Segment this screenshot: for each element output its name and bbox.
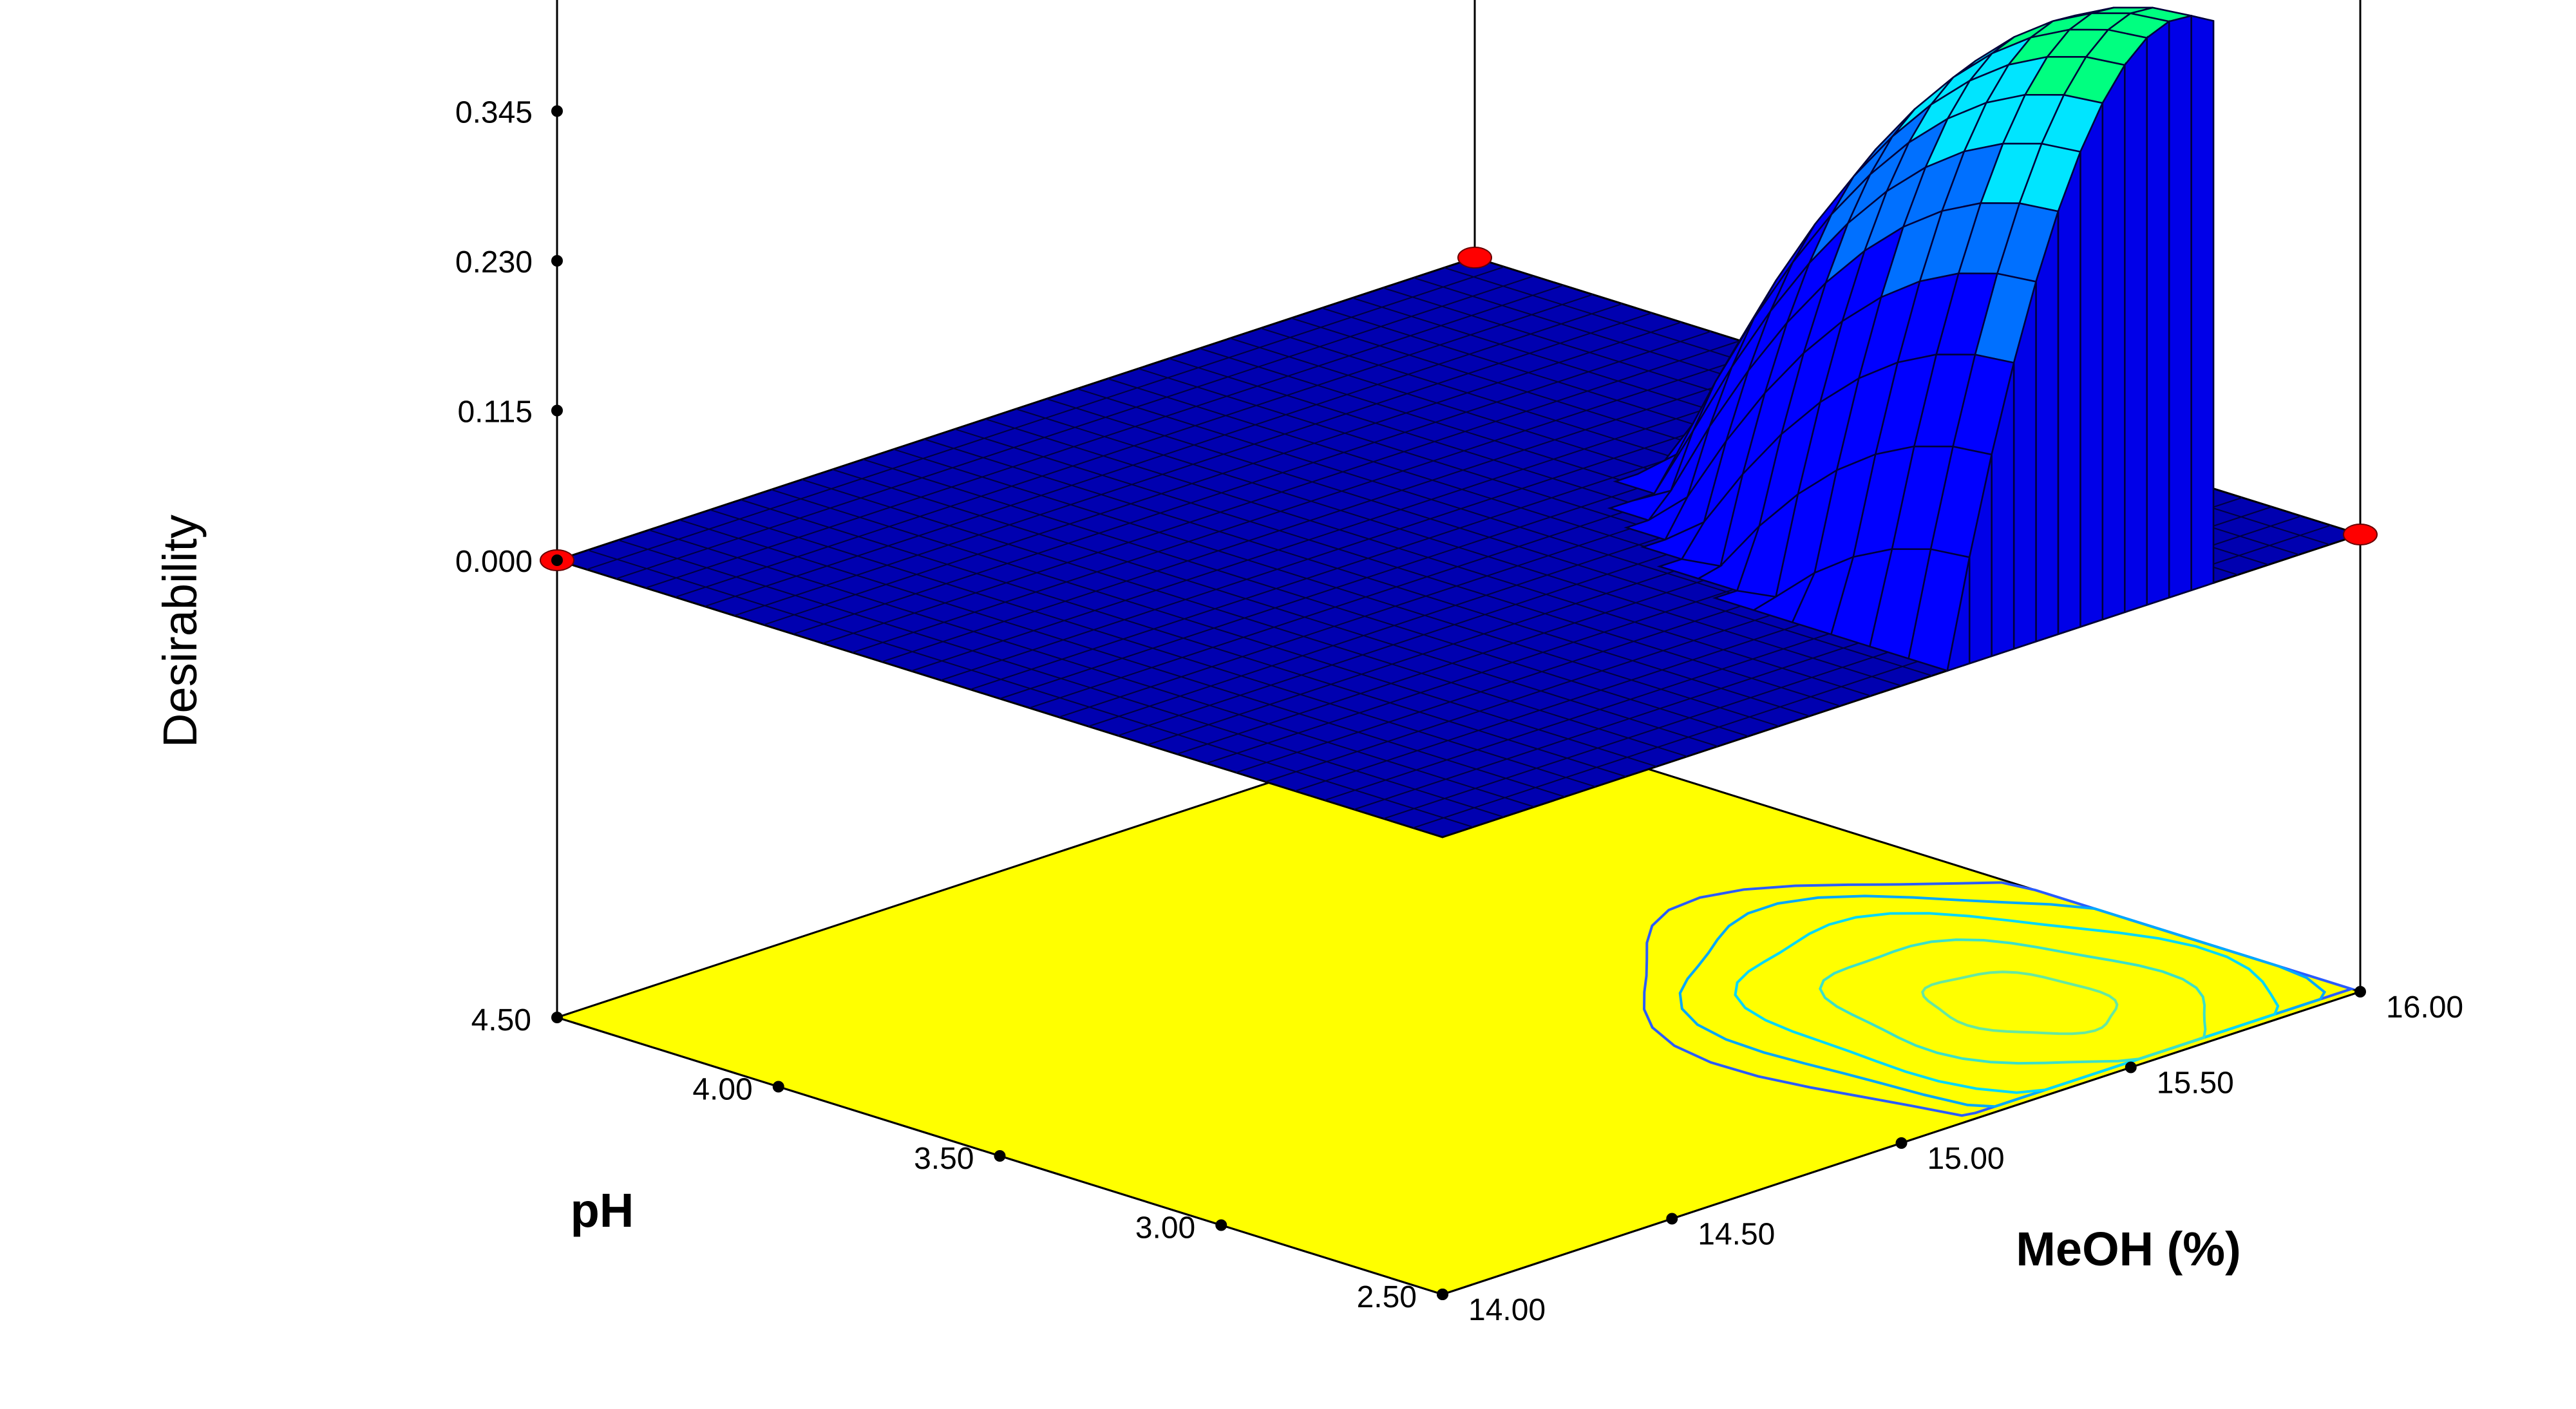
surface-facet <box>2035 211 2060 643</box>
plane-grid-line <box>704 303 1623 607</box>
x-axis-title: MeOH (%) <box>2016 1222 2240 1276</box>
ph-axis-tick-label: 2.50 <box>1357 1280 1417 1314</box>
z-axis-title: Desirability <box>153 515 207 748</box>
meoh-axis-tick-label: 15.50 <box>2157 1066 2234 1101</box>
ph-axis-tick-mark <box>994 1150 1006 1162</box>
surface-hump-layer <box>1607 6 2215 672</box>
z-axis-tick-mark <box>551 105 563 117</box>
design-point <box>2343 524 2378 545</box>
ph-axis-tick-label: 3.50 <box>914 1142 974 1176</box>
contour-line <box>1734 912 2280 1094</box>
surface-facet <box>2101 62 2126 621</box>
plane-grid-line <box>675 294 1593 598</box>
contour-line <box>1819 938 2207 1065</box>
surface-facet <box>1607 489 1673 522</box>
ph-axis-tick-mark <box>1215 1219 1227 1231</box>
surface-facet <box>1640 520 1706 560</box>
design-point <box>1457 247 1492 269</box>
meoh-axis-tick-label: 16.00 <box>2386 990 2463 1025</box>
y-axis-title: pH <box>571 1184 634 1237</box>
z-axis-tick-mark <box>551 404 563 417</box>
ph-axis-tick-label: 4.00 <box>692 1073 752 1107</box>
z-axis-tick-label: 0.345 <box>455 96 533 130</box>
contour-layer <box>1642 881 2356 1117</box>
ph-axis-tick-mark <box>551 1012 563 1023</box>
surface-facet <box>2146 19 2170 607</box>
meoh-axis-tick-label: 14.50 <box>1698 1218 1775 1252</box>
plane-grid-line <box>616 275 1534 580</box>
ph-axis-tick-mark <box>772 1081 784 1093</box>
z-axis-tick-mark <box>551 255 563 267</box>
z-axis-tick-label: 0.115 <box>457 395 533 430</box>
meoh-axis-tick-mark <box>1437 1289 1448 1300</box>
plane-grid-line <box>645 285 1564 589</box>
ph-axis-tick-label: 3.00 <box>1135 1211 1195 1245</box>
plane-grid-line <box>586 266 1505 571</box>
surface-facet <box>1613 452 1679 495</box>
z-axis-tick-label: 0.230 <box>455 245 533 279</box>
surface-facet <box>1712 590 1778 611</box>
z-axis-tick-mark <box>551 554 563 566</box>
tick-layer: 0.0000.1150.2300.3450.4602.503.003.504.0… <box>455 96 2463 1328</box>
surface-facet <box>2079 102 2104 629</box>
surface-facet <box>1656 558 1723 580</box>
surface-facet <box>2168 14 2192 599</box>
surface-facet <box>2057 151 2081 636</box>
meoh-axis-tick-label: 15.00 <box>1927 1142 2005 1176</box>
surface-facet <box>2124 35 2148 614</box>
surface-facet <box>1624 495 1690 541</box>
z-axis-tick-label: 0.000 <box>455 545 533 579</box>
meoh-axis-tick-label: 14.00 <box>1468 1293 1546 1327</box>
meoh-axis-tick-mark <box>1666 1213 1678 1225</box>
meoh-axis-tick-mark <box>2125 1061 2137 1073</box>
surface-facet <box>2190 14 2215 592</box>
meoh-axis-tick-mark <box>1895 1137 1908 1149</box>
meoh-axis-tick-mark <box>2354 986 2366 998</box>
surface-facet <box>1946 557 1971 672</box>
ph-axis-tick-label: 4.50 <box>471 1003 531 1037</box>
contour-line <box>1921 970 2119 1035</box>
